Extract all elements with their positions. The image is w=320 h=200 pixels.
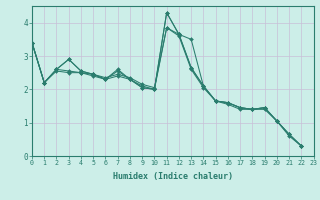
X-axis label: Humidex (Indice chaleur): Humidex (Indice chaleur) <box>113 172 233 181</box>
